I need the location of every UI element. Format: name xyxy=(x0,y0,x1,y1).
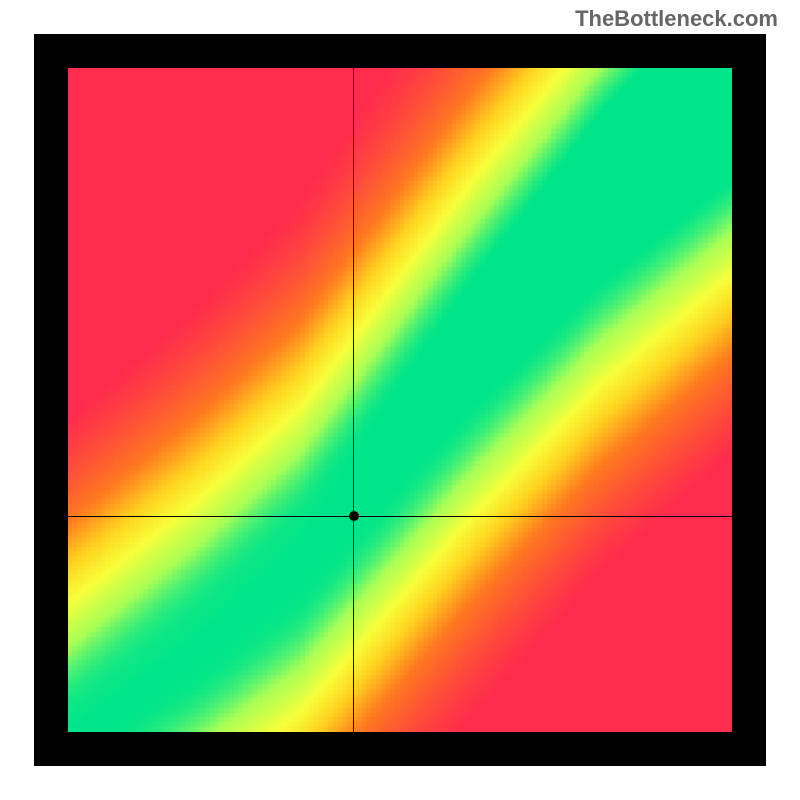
heatmap-canvas xyxy=(68,68,732,732)
attribution-text: TheBottleneck.com xyxy=(575,6,778,32)
plot-area xyxy=(68,68,732,732)
crosshair-vertical xyxy=(353,68,354,732)
marker-dot xyxy=(349,511,359,521)
page-root: TheBottleneck.com xyxy=(0,0,800,800)
crosshair-horizontal xyxy=(68,516,732,517)
plot-border xyxy=(34,34,766,766)
